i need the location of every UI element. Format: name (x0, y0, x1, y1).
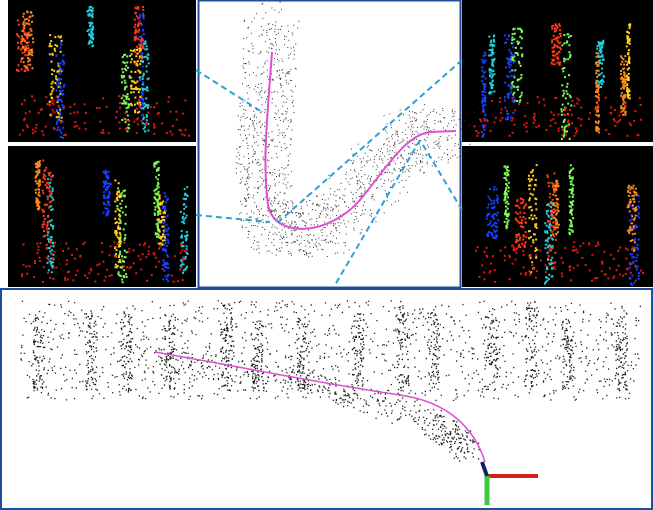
camera-view-bottom-right (462, 146, 653, 287)
camera-view-top-left (8, 0, 196, 142)
top-map-panel (199, 1, 461, 288)
figure (0, 0, 653, 510)
page: {} (() => { const svg = document.getElem… (0, 0, 653, 510)
side-map-panel (1, 289, 652, 509)
